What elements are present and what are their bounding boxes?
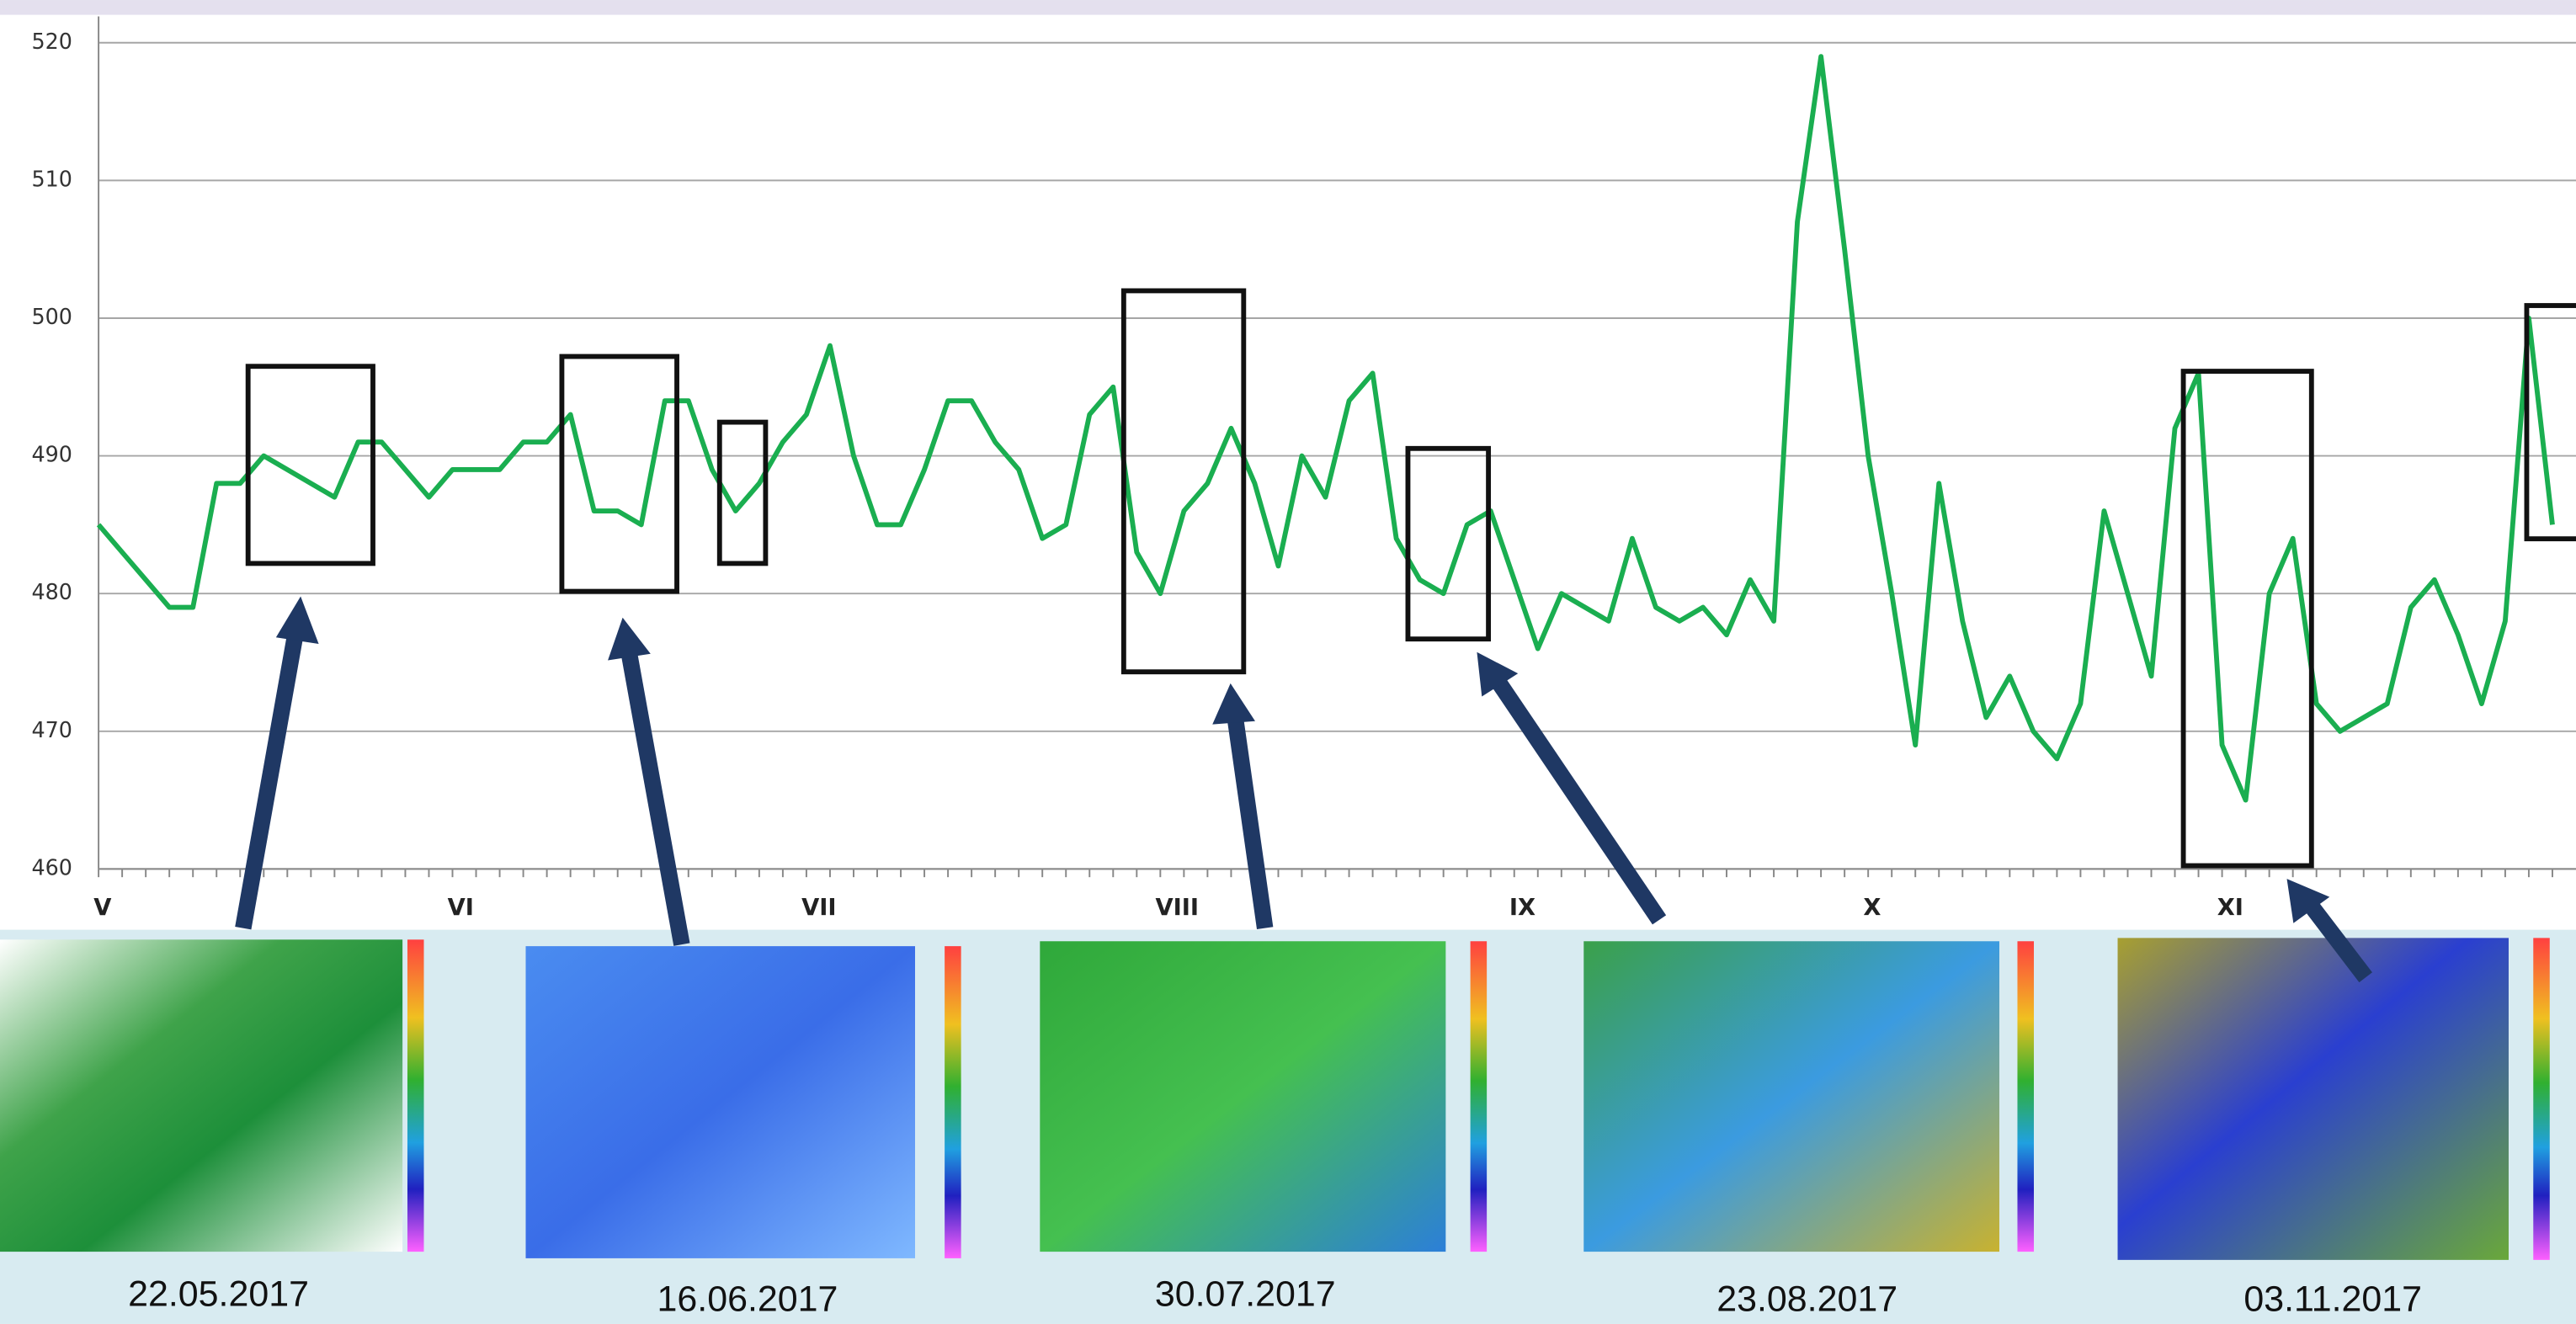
sst-image bbox=[1583, 941, 1999, 1252]
x-tick-label: VIII bbox=[1155, 895, 1199, 921]
caption: 16.06.2017 bbox=[657, 1279, 838, 1319]
y-tick-label: 520 bbox=[31, 29, 72, 54]
x-tick-label: VI bbox=[448, 895, 474, 921]
page: {"chart_data": {"type": "line", "categor… bbox=[0, 0, 2576, 1324]
y-tick-label: 480 bbox=[31, 579, 72, 604]
colorbar bbox=[945, 946, 961, 1258]
x-tick-label: IX bbox=[1509, 895, 1535, 921]
y-tick-label: 510 bbox=[31, 166, 72, 191]
y-tick-label: 490 bbox=[31, 442, 72, 467]
colorbar bbox=[1471, 941, 1488, 1252]
caption: 22.05.2017 bbox=[128, 1274, 309, 1315]
images bbox=[0, 938, 2550, 1260]
sst-image bbox=[0, 939, 402, 1252]
y-tick-label: 460 bbox=[31, 854, 72, 880]
x-tick-label: X bbox=[1863, 895, 1881, 921]
top-strip bbox=[0, 0, 2576, 15]
sst-image bbox=[2118, 938, 2509, 1260]
caption: 30.07.2017 bbox=[1155, 1274, 1336, 1315]
sst-image bbox=[525, 946, 915, 1258]
colorbar bbox=[2533, 938, 2550, 1260]
caption: 23.08.2017 bbox=[1716, 1279, 1897, 1319]
colorbar bbox=[2017, 941, 2034, 1252]
caption: 03.11.2017 bbox=[2243, 1279, 2422, 1319]
x-tick-label: XI bbox=[2217, 895, 2243, 921]
chart: 460470480490500510520VVIVIIVIIIIXXXI 22. bbox=[0, 0, 2576, 1324]
y-tick-label: 500 bbox=[31, 304, 72, 329]
y-tick-label: 470 bbox=[31, 717, 72, 742]
colorbar bbox=[407, 939, 424, 1252]
sst-image bbox=[1040, 941, 1445, 1252]
x-tick-label: V bbox=[93, 895, 111, 921]
x-tick-label: VII bbox=[801, 895, 836, 921]
